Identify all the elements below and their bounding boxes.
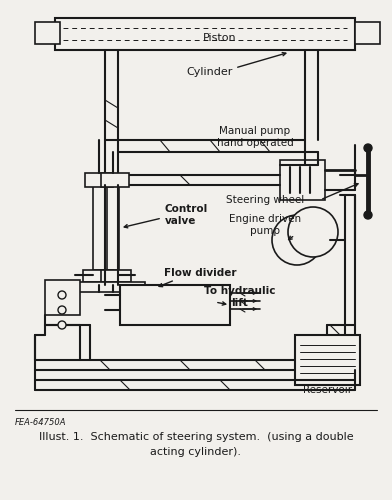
Bar (120, 285, 230, 325)
Text: acting cylinder).: acting cylinder). (151, 447, 241, 457)
Text: Control
valve: Control valve (165, 204, 208, 226)
Bar (55, 18, 355, 50)
Bar (293, 165, 299, 195)
Bar (83, 270, 113, 282)
Bar (280, 160, 325, 200)
Bar (309, 165, 315, 195)
Text: Reservoir: Reservoir (303, 385, 352, 395)
Bar (85, 173, 113, 187)
Circle shape (272, 215, 322, 265)
Circle shape (364, 144, 372, 152)
Text: Piston: Piston (203, 33, 237, 43)
Text: To hydraulic
lift: To hydraulic lift (204, 286, 276, 308)
Bar (45, 280, 80, 315)
Bar (35, 22, 60, 44)
Circle shape (288, 207, 338, 257)
Bar (285, 165, 291, 195)
Bar (101, 173, 129, 187)
Text: Engine driven
pump: Engine driven pump (229, 214, 301, 236)
Bar (101, 270, 131, 282)
Bar (75, 282, 145, 292)
Circle shape (364, 211, 372, 219)
Bar (355, 22, 380, 44)
Text: Illust. 1.  Schematic of steering system.  (using a double: Illust. 1. Schematic of steering system.… (39, 432, 353, 442)
Bar (107, 185, 119, 270)
Text: Manual pump
hand operated: Manual pump hand operated (217, 126, 293, 148)
Text: Steering wheel: Steering wheel (226, 195, 304, 205)
Circle shape (58, 291, 66, 299)
Text: Flow divider: Flow divider (164, 268, 236, 278)
Circle shape (58, 321, 66, 329)
Bar (295, 335, 360, 385)
Text: Cylinder: Cylinder (187, 67, 233, 77)
Bar (301, 165, 307, 195)
Circle shape (58, 306, 66, 314)
Bar (93, 185, 105, 270)
Text: FEA-64750A: FEA-64750A (15, 418, 67, 427)
